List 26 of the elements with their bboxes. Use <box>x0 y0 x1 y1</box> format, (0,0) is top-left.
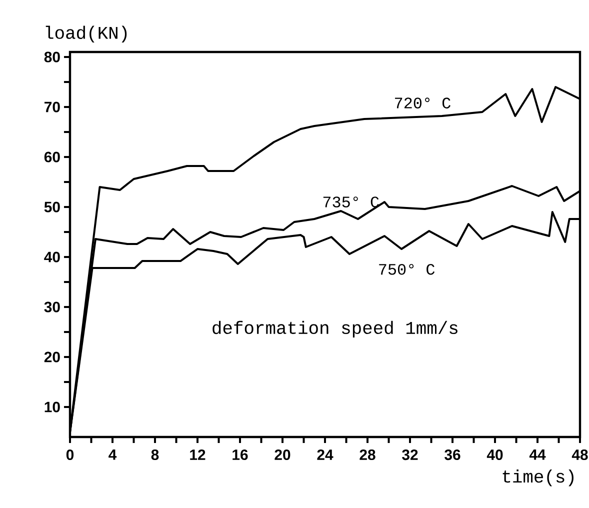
x-tick-label: 28 <box>360 449 376 460</box>
x-tick-label: 44 <box>529 449 546 460</box>
x-tick-label: 32 <box>402 449 418 460</box>
annotation: deformation speed 1mm/s <box>212 320 458 338</box>
x-tick-label: 48 <box>572 449 588 460</box>
series-label: 750° C <box>379 264 435 275</box>
y-tick-label: 30 <box>44 302 60 312</box>
y-axis-title: load(KN) <box>46 26 127 42</box>
y-tick-label: 60 <box>44 152 60 162</box>
series-label: 720° C <box>395 98 450 108</box>
y-tick-label: 80 <box>44 52 60 62</box>
x-tick-label: 4 <box>108 449 117 460</box>
x-tick-label: 12 <box>190 449 206 460</box>
x-axis-title: time(s) <box>502 470 574 486</box>
x-tick-label: 16 <box>232 449 248 460</box>
y-tick-label: 20 <box>44 352 60 362</box>
y-tick-label: 70 <box>44 102 60 112</box>
x-tick-label: 20 <box>274 449 290 460</box>
y-tick-label: 10 <box>44 402 60 412</box>
x-tick-label: 8 <box>151 449 159 460</box>
x-tick-label: 40 <box>486 449 503 460</box>
x-tick-label: 36 <box>444 449 460 460</box>
x-tick-label: 24 <box>317 449 334 460</box>
x-tick-label: 0 <box>66 449 74 460</box>
y-tick-label: 50 <box>44 202 60 212</box>
y-tick-label: 40 <box>44 252 60 262</box>
